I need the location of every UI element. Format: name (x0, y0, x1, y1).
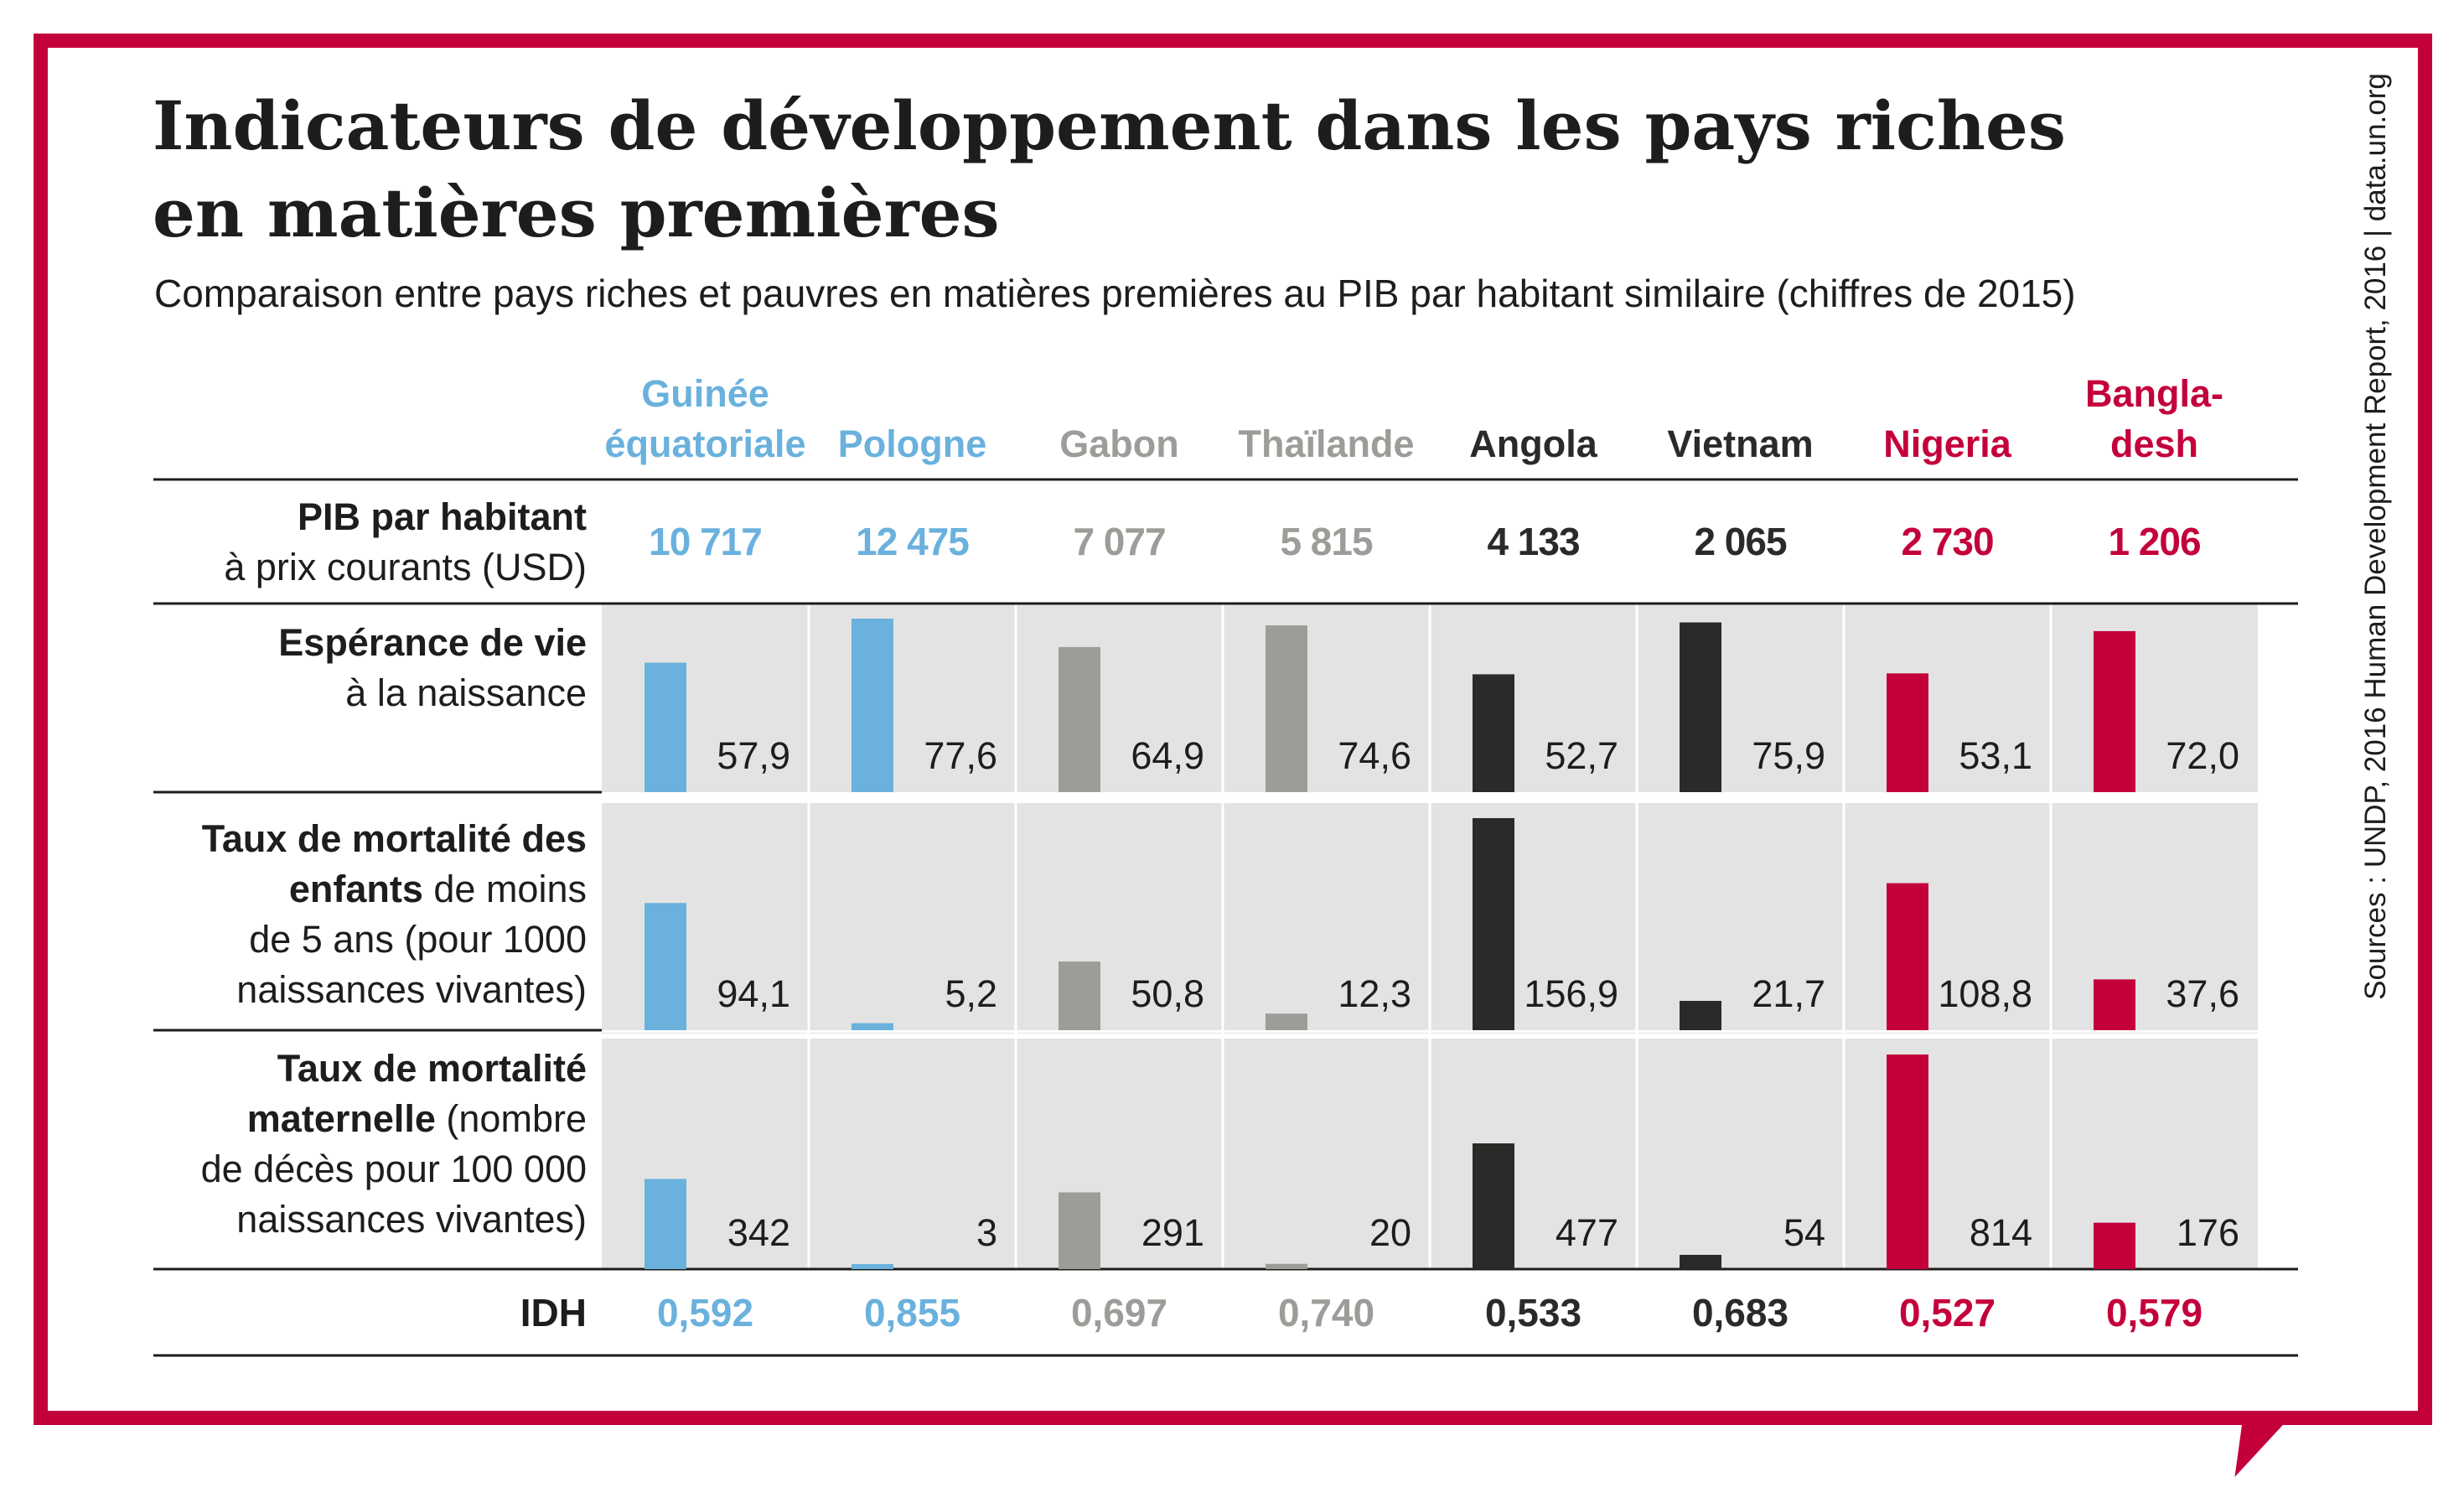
gdp-value: 5 815 (1280, 520, 1373, 563)
data-bar (852, 1264, 893, 1269)
data-bar (1680, 1001, 1721, 1030)
data-value-label: 52,7 (1545, 734, 1618, 777)
data-bar (644, 903, 686, 1030)
data-value-label: 21,7 (1752, 972, 1825, 1015)
country-header: Thaïlande (1238, 422, 1414, 465)
data-value-label: 57,9 (717, 734, 790, 777)
country-header: Nigeria (1883, 422, 2012, 465)
data-bar (2094, 630, 2135, 792)
row-label-line: à prix courants (USD) (224, 546, 587, 588)
data-bar (1059, 961, 1100, 1030)
data-value-label: 12,3 (1338, 972, 1411, 1015)
data-value-label: 156,9 (1524, 972, 1618, 1015)
row-label-line: maternelle (nombre (247, 1097, 587, 1140)
country-header: desh (2110, 422, 2198, 465)
row-label-line: de 5 ans (pour 1000 (249, 918, 587, 961)
idh-value: 0,592 (657, 1291, 753, 1334)
data-value-label: 814 (1970, 1211, 2032, 1254)
data-value-label: 20 (1369, 1211, 1411, 1254)
row-label-line: à la naissance (345, 671, 587, 714)
data-value-label: 37,6 (2166, 972, 2239, 1015)
idh-value: 0,579 (2106, 1291, 2203, 1334)
idh-label: IDH (520, 1291, 587, 1334)
data-value-label: 77,6 (924, 734, 997, 777)
gdp-value: 1 206 (2108, 520, 2200, 563)
data-bar (1266, 1263, 1307, 1269)
idh-value: 0,740 (1278, 1291, 1374, 1334)
row-label-line: PIB par habitant (298, 495, 587, 538)
data-bar (2094, 979, 2135, 1030)
country-header: Bangla- (2085, 372, 2223, 415)
data-value-label: 54 (1783, 1211, 1825, 1254)
idh-value: 0,533 (1485, 1291, 1581, 1334)
data-bar (1059, 646, 1100, 792)
data-value-label: 74,6 (1338, 734, 1411, 777)
data-value-label: 75,9 (1752, 734, 1825, 777)
data-value-label: 3 (976, 1211, 997, 1254)
country-header: équatoriale (604, 422, 805, 465)
row-label-line: de décès pour 100 000 (201, 1148, 587, 1190)
data-bar (1473, 818, 1514, 1030)
data-bar (644, 1179, 686, 1269)
data-bar (1680, 622, 1721, 792)
idh-value: 0,855 (864, 1291, 960, 1334)
data-bar (1473, 1143, 1514, 1269)
chart-subtitle: Comparaison entre pays riches et pauvres… (154, 272, 2076, 315)
row-label-line: Taux de mortalité (277, 1047, 587, 1090)
data-value-label: 5,2 (945, 972, 997, 1015)
row-label-line: enfants de moins (289, 868, 587, 910)
row-label-line: Taux de mortalité des (202, 817, 587, 860)
data-value-label: 291 (1141, 1211, 1204, 1254)
idh-value: 0,683 (1692, 1291, 1788, 1334)
data-value-label: 108,8 (1938, 972, 2032, 1015)
data-bar (1887, 673, 1928, 792)
data-value-label: 53,1 (1959, 734, 2032, 777)
data-bar (852, 1023, 893, 1030)
gdp-value: 10 717 (649, 520, 762, 563)
data-bar (1266, 1013, 1307, 1030)
idh-value: 0,527 (1899, 1291, 1996, 1334)
country-header: Angola (1469, 422, 1597, 465)
idh-value: 0,697 (1071, 1291, 1167, 1334)
data-bar (644, 662, 686, 792)
gdp-value: 4 133 (1487, 520, 1579, 563)
data-value-label: 176 (2177, 1211, 2239, 1254)
gdp-value: 2 065 (1694, 520, 1787, 563)
title-line-2: en matières premières (153, 174, 1000, 252)
data-bar (1887, 1055, 1928, 1269)
data-bar (852, 619, 893, 792)
data-bar (1887, 883, 1928, 1030)
row-label-line: naissances vivantes) (236, 968, 587, 1011)
red-frame (34, 34, 2432, 1425)
data-bar (1266, 625, 1307, 792)
gdp-value: 12 475 (856, 520, 969, 563)
data-value-label: 64,9 (1131, 734, 1204, 777)
data-value-label: 94,1 (717, 972, 790, 1015)
data-value-label: 477 (1556, 1211, 1618, 1254)
data-bar (1680, 1255, 1721, 1269)
gdp-value: 2 730 (1901, 520, 1993, 563)
data-bar (1473, 674, 1514, 792)
title-line-1: Indicateurs de développement dans les pa… (153, 86, 2066, 165)
country-header: Gabon (1059, 422, 1179, 465)
data-value-label: 50,8 (1131, 972, 1204, 1015)
data-bar (1059, 1192, 1100, 1269)
data-value-label: 342 (727, 1211, 790, 1254)
row-label-line: Espérance de vie (278, 621, 587, 664)
data-value-label: 72,0 (2166, 734, 2239, 777)
country-header: Guinée (641, 372, 769, 415)
gdp-value: 7 077 (1073, 520, 1165, 563)
country-header: Vietnam (1667, 422, 1813, 465)
country-header: Pologne (838, 422, 987, 465)
chart-title: Indicateurs de développement dans les pa… (153, 82, 2298, 257)
data-bar (2094, 1222, 2135, 1269)
row-label-line: naissances vivantes) (236, 1198, 587, 1241)
